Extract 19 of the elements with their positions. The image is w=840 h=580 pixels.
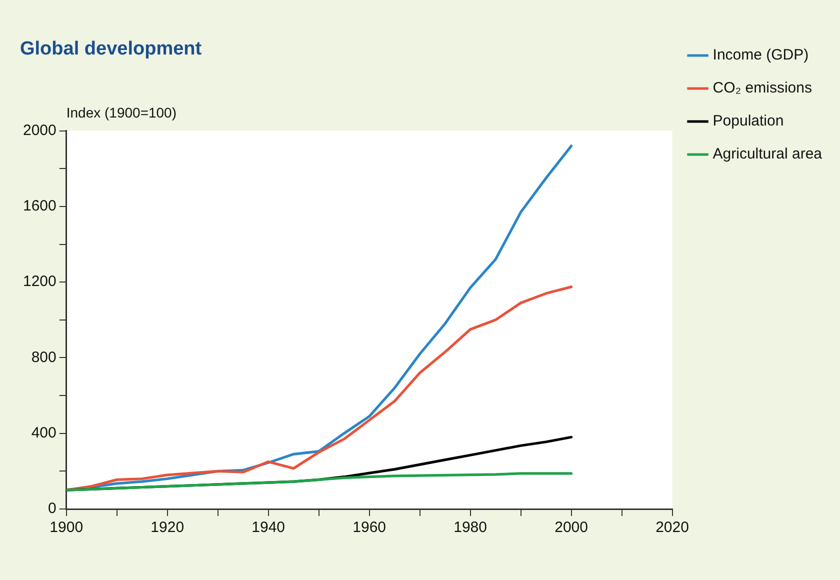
chart-title: Global development (20, 38, 202, 60)
x-tick-label: 1920 (150, 519, 184, 536)
legend-label: CO₂ emissions (712, 80, 812, 97)
x-tick-label: 1940 (252, 519, 286, 536)
y-tick-label: 400 (31, 424, 56, 442)
x-tick-label: 2000 (554, 519, 588, 536)
y-axis-title: Index (1900=100) (66, 104, 177, 121)
y-tick-label: 1600 (22, 198, 56, 215)
legend-label: Agricultural area (712, 146, 823, 163)
legend-label: Income (GDP) (712, 46, 809, 64)
x-tick-label: 2020 (656, 519, 689, 536)
y-tick-label: 800 (31, 348, 56, 366)
legend-label: Population (712, 112, 784, 130)
y-tick-label: 0 (48, 500, 56, 518)
y-tick-label: 1200 (22, 273, 56, 290)
x-tick-label: 1960 (352, 519, 386, 536)
y-tick-label: 2000 (22, 122, 56, 139)
x-tick-label: 1980 (454, 519, 487, 536)
x-tick-label: 1900 (50, 519, 84, 536)
